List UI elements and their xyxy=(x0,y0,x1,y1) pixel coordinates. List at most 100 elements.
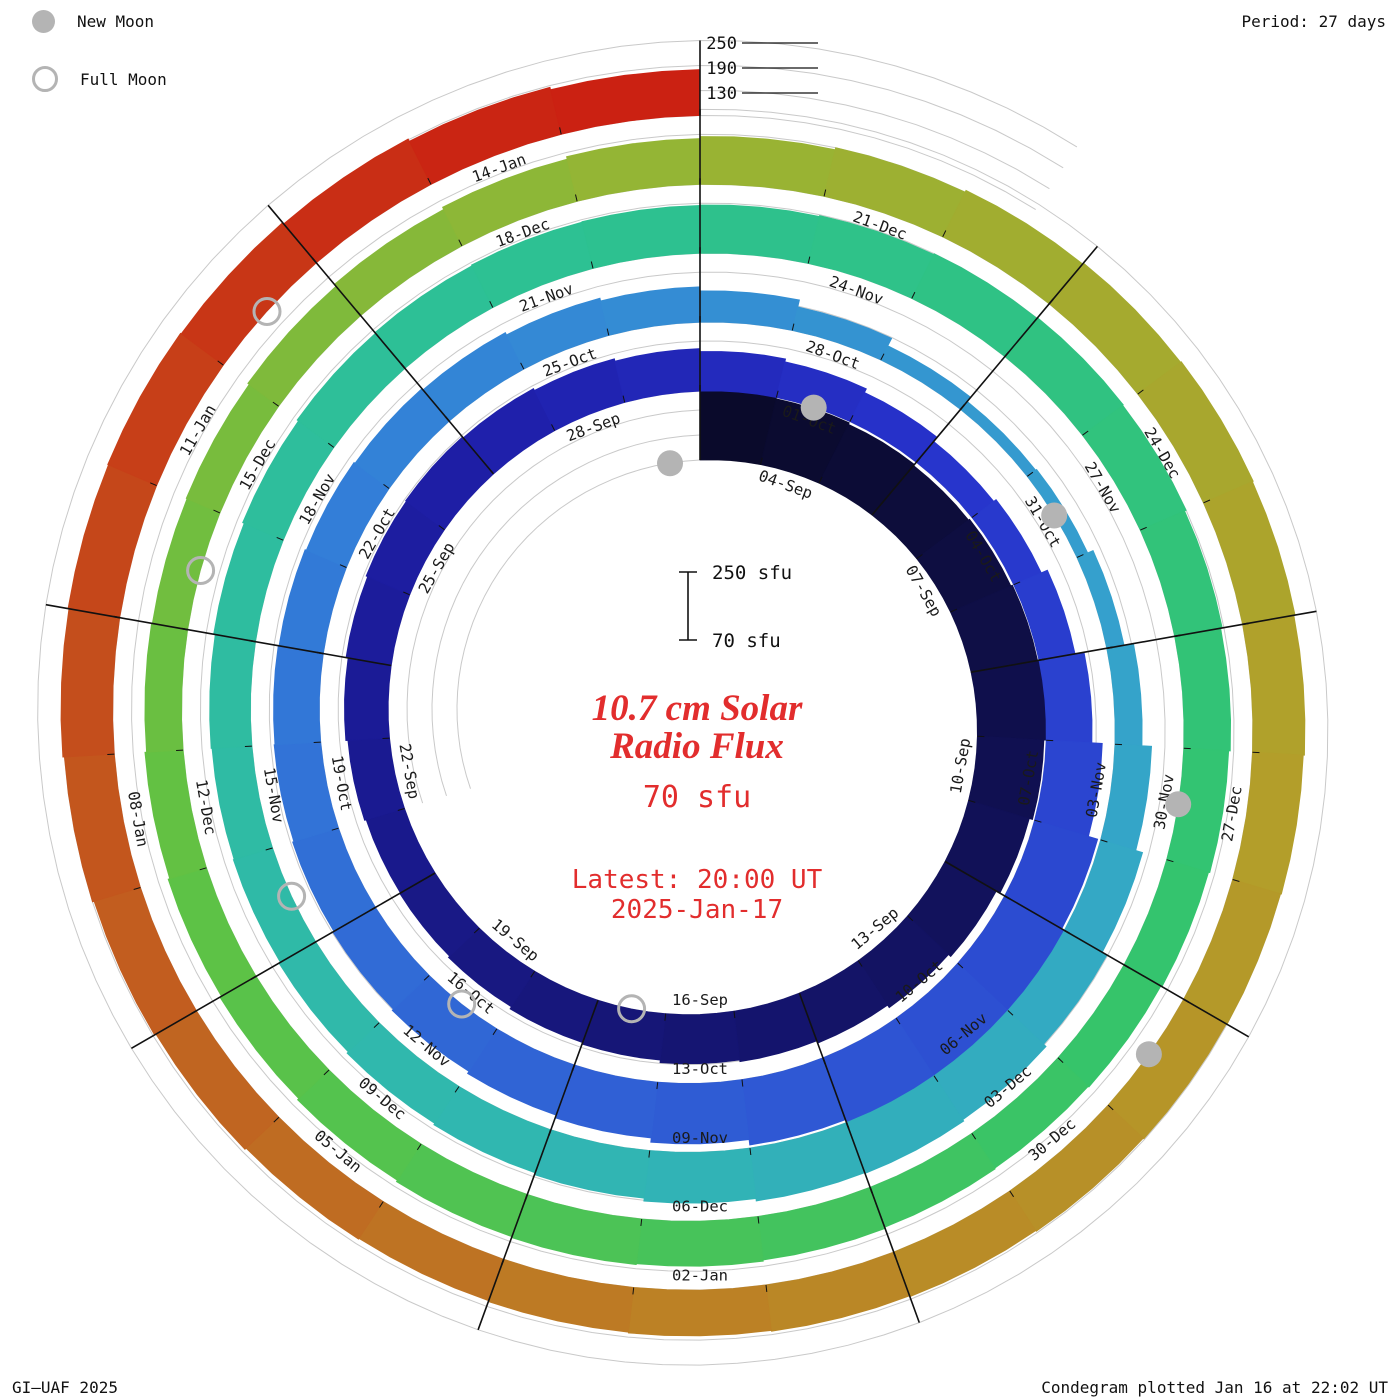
day-tick xyxy=(530,971,536,978)
day-tick xyxy=(823,189,827,197)
new-moon-marker xyxy=(1135,1041,1162,1068)
new-moon-label: New Moon xyxy=(77,12,155,31)
flux-day-arc xyxy=(63,753,141,903)
flux-day-arc xyxy=(1232,751,1304,895)
day-tick xyxy=(199,867,207,871)
segment-boundary-tick xyxy=(190,975,257,1015)
flux-day-arc xyxy=(344,657,392,742)
segment-boundary-tick xyxy=(1123,964,1190,1003)
day-tick xyxy=(950,608,958,613)
day-tick xyxy=(520,362,525,370)
segment-boundary-tick xyxy=(310,906,376,946)
segment-boundary-tick xyxy=(1064,929,1130,969)
full-moon-label: Full Moon xyxy=(80,69,167,89)
segment-boundary-tick xyxy=(131,1010,197,1049)
date-label: 16-Sep xyxy=(672,991,728,1009)
day-tick xyxy=(383,483,390,489)
flux-day-arc xyxy=(960,400,1037,477)
segment-boundary-tick xyxy=(356,310,406,369)
segment-boundary-tick xyxy=(798,992,826,1064)
day-tick xyxy=(807,256,811,264)
day-tick xyxy=(1137,389,1144,395)
flux-day-arc xyxy=(627,1284,772,1337)
flux-day-arc xyxy=(1100,743,1153,852)
flux-day-arc xyxy=(487,1258,635,1333)
day-tick xyxy=(323,1069,330,1076)
day-tick xyxy=(741,1079,744,1087)
flux-day-arc xyxy=(533,1129,651,1199)
segment-boundary-tick xyxy=(1038,646,1113,661)
segment-boundary-tick xyxy=(1106,634,1181,650)
flux-day-arc xyxy=(211,745,273,860)
day-tick xyxy=(149,482,157,487)
flux-day-arc xyxy=(614,348,701,403)
day-tick xyxy=(942,230,947,238)
day-tick xyxy=(857,960,863,967)
date-label: 09-Nov xyxy=(672,1129,728,1147)
day-tick xyxy=(339,564,347,568)
new-moon-marker xyxy=(800,394,827,421)
day-tick xyxy=(1007,1010,1014,1016)
flux-day-arc xyxy=(144,749,207,880)
day-tick xyxy=(1166,859,1174,863)
day-tick xyxy=(590,261,594,269)
full-moon-marker xyxy=(447,989,477,1019)
flux-day-arc xyxy=(699,351,787,398)
date-label: 13-Oct xyxy=(672,1060,728,1078)
day-tick xyxy=(551,424,556,431)
day-tick xyxy=(1107,1104,1114,1111)
day-tick xyxy=(765,1284,768,1292)
day-tick xyxy=(916,554,923,560)
day-tick xyxy=(1076,554,1084,558)
flux-day-arc xyxy=(1106,643,1143,747)
segment-boundary-tick xyxy=(1242,610,1317,626)
day-tick xyxy=(791,323,795,331)
flux-day-arc xyxy=(600,286,701,336)
segment-boundary-tick xyxy=(822,1057,850,1129)
flux-day-arc xyxy=(1174,627,1232,752)
plotted-timestamp: Condegram plotted Jan 16 at 22:02 UT xyxy=(1041,1378,1388,1397)
flux-day-arc xyxy=(278,549,347,655)
day-tick xyxy=(575,194,578,202)
segment-boundary-tick xyxy=(1004,895,1071,935)
date-label: 08-Jan xyxy=(124,790,151,848)
new-moon-icon xyxy=(32,10,55,33)
segment-boundary-tick xyxy=(181,627,256,643)
day-tick xyxy=(276,536,284,541)
day-tick xyxy=(968,799,976,803)
segment-boundary-tick xyxy=(311,257,362,317)
day-tick xyxy=(632,1287,635,1295)
date-label: 12-Dec xyxy=(192,778,219,836)
segment-boundary-tick xyxy=(548,1064,576,1136)
day-tick xyxy=(403,591,410,596)
new-moon-marker xyxy=(1165,791,1192,818)
flux-day-arc xyxy=(144,622,189,753)
segment-boundary-tick xyxy=(1183,998,1250,1038)
day-tick xyxy=(760,457,763,465)
flux-day-arc xyxy=(643,1147,757,1204)
segment-boundary-tick xyxy=(500,1194,529,1266)
segment-boundary-tick xyxy=(892,1251,921,1323)
flux-day-arc xyxy=(347,737,406,821)
day-tick xyxy=(1203,499,1211,504)
day-tick xyxy=(378,1201,384,1208)
day-tick xyxy=(213,509,221,514)
day-tick xyxy=(473,927,480,934)
full-moon-marker xyxy=(617,994,647,1024)
day-tick xyxy=(1027,471,1034,477)
day-tick xyxy=(427,177,432,185)
chart-title-line1: 10.7 cm Solar xyxy=(591,688,803,729)
flux-day-arc xyxy=(550,69,701,135)
flux-day-arc xyxy=(213,522,284,643)
segment-boundary-tick xyxy=(944,860,1011,900)
segment-boundary-tick xyxy=(1004,298,1054,358)
day-tick xyxy=(1100,839,1108,843)
segment-boundary-tick xyxy=(524,1129,552,1201)
flux-day-arc xyxy=(151,498,221,631)
flux-day-arc xyxy=(765,1251,911,1332)
flux-day-arc xyxy=(273,645,324,746)
day-tick xyxy=(1057,1057,1064,1063)
full-moon-marker xyxy=(186,556,216,585)
legend-row-full-moon: Full Moon xyxy=(32,66,167,92)
day-tick xyxy=(622,395,626,403)
